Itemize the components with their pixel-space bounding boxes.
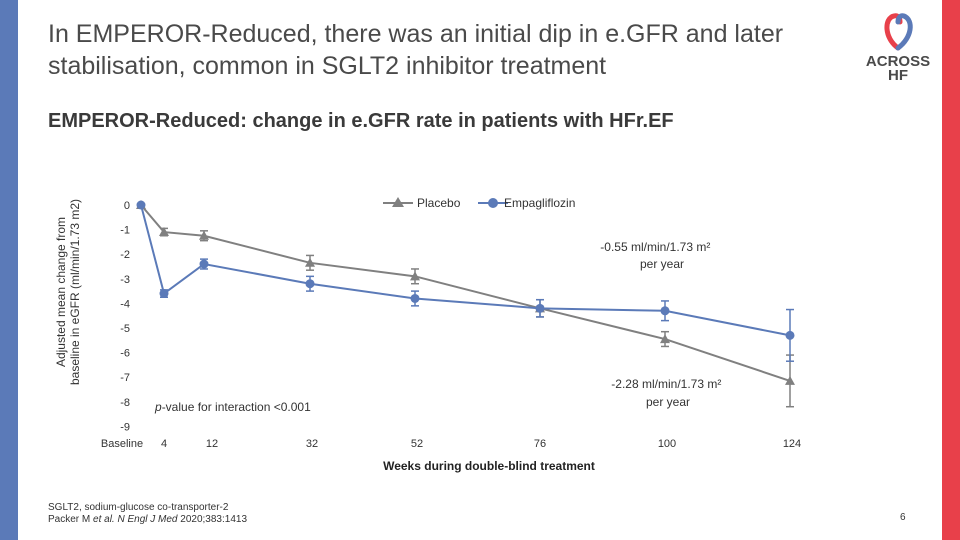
y-tick-label: -2 [120, 249, 130, 261]
y-tick-label: -4 [120, 298, 130, 310]
empagliflozin-point [535, 303, 545, 313]
x-tick-label: 76 [534, 438, 546, 450]
x-tick-label: 124 [783, 438, 801, 450]
y-tick-label: 0 [124, 200, 130, 212]
y-axis-label: Adjusted mean change frombaseline in eGF… [54, 199, 82, 385]
footnote-reference: Packer M et al. N Engl J Med 2020;383:14… [48, 514, 248, 525]
slide-title: In EMPEROR-Reduced, there was an initial… [48, 20, 784, 80]
empagliflozin-point [410, 293, 420, 303]
y-tick-label: -3 [120, 274, 130, 286]
logo-text-line1: ACROSS [865, 53, 931, 70]
across-hf-logo: ACROSS HF [862, 8, 934, 88]
y-tick-label: -5 [120, 323, 130, 335]
placebo-slope-annotation: -2.28 ml/min/1.73 m² per year [611, 377, 724, 409]
empagliflozin-point [785, 330, 795, 340]
x-tick-label: 4 [161, 438, 167, 450]
x-tick-label: 32 [306, 438, 318, 450]
empagliflozin-line [140, 204, 791, 337]
y-tick-label: -8 [120, 397, 130, 409]
right-accent-bar [942, 0, 960, 540]
placebo-point [305, 257, 315, 267]
y-tick-label: -1 [120, 225, 130, 237]
empagliflozin-point [660, 306, 670, 316]
footnote-abbreviation: SGLT2, sodium-glucose co-transporter-2 [48, 502, 229, 513]
y-tick-label: -9 [120, 421, 130, 433]
empagliflozin-point [305, 279, 315, 289]
footnote: SGLT2, sodium-glucose co-transporter-2 P… [48, 502, 247, 526]
legend-placebo-marker [392, 197, 404, 207]
logo-text-line2: HF [888, 67, 908, 84]
placebo-point [199, 230, 209, 240]
empagliflozin-slope-annotation: -0.55 ml/min/1.73 m² per year [600, 240, 713, 271]
placebo-point [159, 227, 169, 237]
chart-subtitle: EMPEROR-Reduced: change in e.GFR rate in… [48, 110, 674, 132]
y-tick-label: -7 [120, 372, 130, 384]
interaction-p-value: p-value for interaction <0.001 [154, 400, 311, 414]
y-tick-label: -6 [120, 348, 130, 360]
placebo-point [660, 334, 670, 344]
legend-empagliflozin-marker [488, 198, 498, 208]
x-tick-label: Baseline [101, 438, 143, 450]
placebo-point [785, 375, 795, 385]
legend-empagliflozin-label: Empagliflozin [504, 196, 575, 210]
empagliflozin-point [199, 259, 209, 269]
placebo-point [410, 271, 420, 281]
x-axis-label: Weeks during double-blind treatment [383, 459, 595, 473]
page-number: 6 [900, 512, 906, 523]
x-tick-label: 12 [206, 438, 218, 450]
egfr-line-chart: 0 -1 -2 -3 -4 -5 -6 -7 -8 -9 Baseline 4 12 32 52 76 100… [54, 196, 801, 473]
empagliflozin-point [136, 200, 146, 210]
x-tick-label: 52 [411, 438, 423, 450]
heart-ribbon-icon [884, 13, 913, 51]
left-accent-bar [0, 0, 18, 540]
empagliflozin-point [159, 289, 169, 299]
x-tick-label: 100 [658, 438, 676, 450]
placebo-line [140, 204, 791, 382]
legend-placebo-label: Placebo [417, 196, 461, 210]
